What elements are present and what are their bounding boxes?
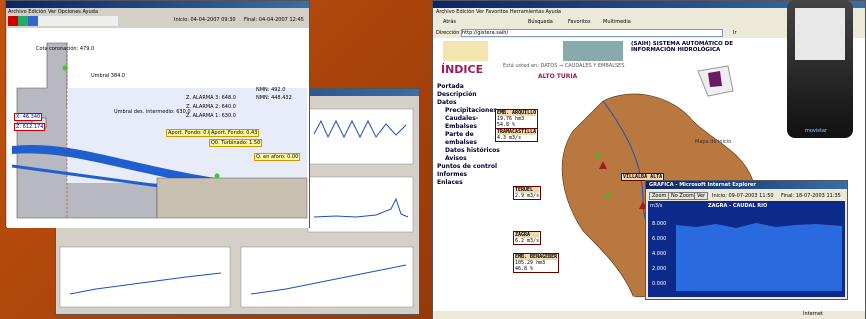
flow-label: Q. en aforo: 0.00	[254, 153, 300, 161]
menu-item[interactable]: Descripción	[437, 91, 507, 99]
dam-window: Archivo Edición Ver Opciones Ayuda Inici…	[5, 0, 310, 228]
station-value: 46.8 %	[515, 266, 557, 272]
dam-diagram	[7, 28, 309, 228]
region-title: ALTO TURIA	[538, 73, 577, 80]
go-button[interactable]: Ir	[733, 30, 737, 36]
end-date: Final: 18-07-2003 11:35	[781, 193, 841, 199]
alarm-label: Z. ALARMA 3: 648.0	[186, 95, 236, 101]
no-zoom-button[interactable]: No Zoom	[668, 192, 697, 200]
y-tick-label: 6.000	[652, 236, 666, 242]
station-value: 6.2 m3/s	[515, 238, 539, 244]
map-caption: Mapa de inicio	[695, 139, 731, 145]
y-tick-label: 8.000	[652, 221, 666, 227]
graph-popup: GRAFICA - Microsoft Internet Explorer Zo…	[645, 180, 848, 300]
page: {"left_window":{"menu":"Archivo Edición …	[0, 0, 866, 319]
menu-bar[interactable]: Archivo Edición Ver Favoritos Herramient…	[436, 9, 561, 15]
y-tick-label: 2.000	[652, 266, 666, 272]
location-map	[688, 61, 738, 101]
mobile-phone: movistar	[787, 0, 853, 138]
menu-item[interactable]: Avisos	[437, 155, 507, 163]
chart-area: m3/s ZAGRA - CAUDAL RIO 8.000 6.000 4.000 2…	[648, 201, 845, 297]
flow-label: Aport. Fondo: 0.43	[209, 129, 259, 137]
search-button[interactable]: Búsqueda	[528, 19, 553, 25]
menu-item[interactable]: Enlaces	[437, 179, 507, 187]
address-label: Dirección	[436, 30, 459, 36]
alarm-label: Z. ALARMA 1: 630.0	[186, 113, 236, 119]
phone-screen	[795, 8, 845, 60]
favorites-button[interactable]: Favoritos	[568, 19, 591, 25]
alarm-label: Z. ALARMA 2: 640.0	[186, 104, 236, 110]
nmn-label: NMN: 492.0	[256, 87, 285, 93]
nmn-label: NMN: 448.432	[256, 95, 292, 101]
start-date: Inicio: 09-07-2003 11:50	[712, 193, 774, 199]
x-coordinate: X: 46.340	[14, 113, 42, 121]
phone-brand: movistar	[805, 128, 827, 134]
z-coordinate: Z: 612.174	[14, 123, 45, 131]
menu-item[interactable]: Datos	[437, 99, 507, 107]
logo	[443, 41, 488, 61]
menu-item[interactable]: Puntos de control	[437, 163, 507, 171]
crest-label: Cota coronación: 479.0	[36, 46, 94, 52]
multimedia-button[interactable]: Multimedia	[603, 19, 631, 25]
station-value: 2.9 m3/s	[515, 193, 539, 199]
popup-title: GRAFICA - Microsoft Internet Explorer	[649, 182, 756, 188]
y-tick-label: 0.000	[652, 281, 666, 287]
address-bar[interactable]: http://gistera.saih/	[461, 29, 723, 37]
flow-line	[676, 211, 842, 291]
menu-item[interactable]: Datos históricos	[437, 147, 507, 155]
title-bar	[6, 1, 309, 8]
zoom-button[interactable]: Zoom	[649, 192, 669, 200]
end-date: Final: 04-04-2007 12:45	[244, 17, 304, 23]
unit-label: m3/s	[650, 203, 662, 209]
menu-bar[interactable]: Archivo Edición Ver Opciones Ayuda	[8, 9, 98, 15]
station-value: 4.3 m3/s	[497, 135, 536, 141]
chart-title: ZAGRA - CAUDAL RIO	[708, 203, 767, 209]
back-button[interactable]: Atrás	[443, 19, 456, 25]
banner-image	[563, 41, 623, 61]
view-button[interactable]: Ver	[694, 192, 708, 200]
menu-item[interactable]: Informes	[437, 171, 507, 179]
status-bar	[433, 311, 865, 319]
threshold-label: Umbral 384.0	[91, 73, 125, 79]
menu-item[interactable]: Portada	[437, 83, 507, 91]
toolbar[interactable]	[8, 16, 118, 26]
y-tick-label: 4.000	[652, 251, 666, 257]
intermediate-label: Umbral des. intermedio: 630.0	[114, 109, 191, 115]
start-date: Inicio: 04-04-2007 09:30	[174, 17, 236, 23]
site-header: (SAIH) SISTEMA AUTOMÁTICO DE INFORMACIÓN…	[631, 41, 751, 53]
status-zone: Internet	[803, 311, 823, 317]
index-title: ÍNDICE	[441, 63, 483, 76]
flow-label: Q0. Turbinado: 1.50	[209, 139, 262, 147]
breadcrumb: Está usted en: DATOS ⇒ CAUDALES Y EMBALS…	[503, 63, 625, 69]
